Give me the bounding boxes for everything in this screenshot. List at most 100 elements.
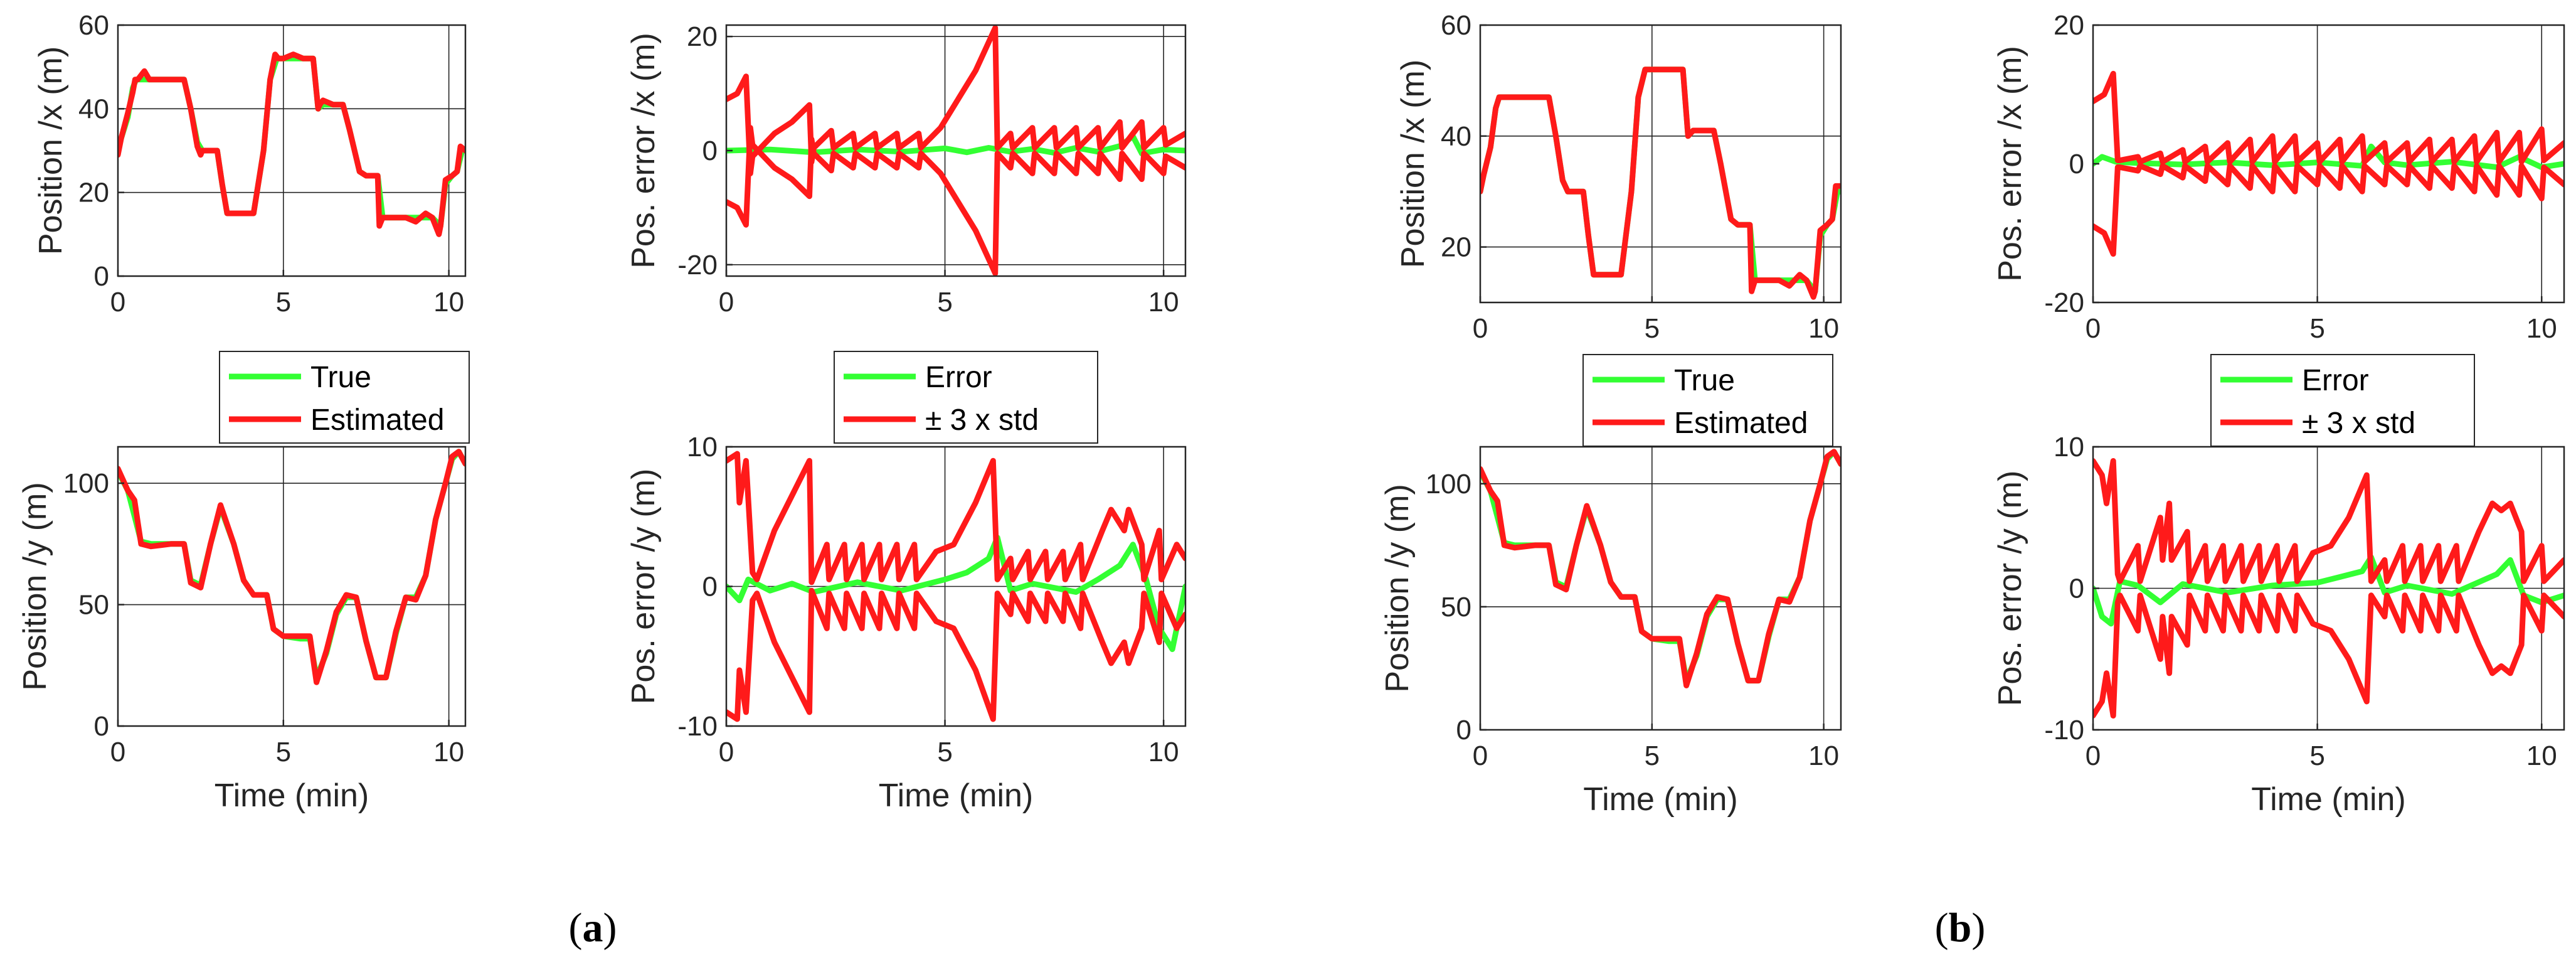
series-line-estimated (1480, 449, 1841, 688)
series-group (2093, 70, 2564, 257)
legend-label: Error (925, 361, 992, 394)
y-tick-label: 0 (94, 261, 109, 292)
legend-label: True (1674, 364, 1735, 397)
legend-label: Estimated (1674, 407, 1808, 440)
caption-a: (a) (569, 905, 617, 951)
y-tick-label: 100 (1426, 469, 1471, 500)
legend-b_right: Error ± 3 x std (2210, 354, 2475, 447)
x-tick-label: 5 (2309, 740, 2324, 771)
x-tick-label: 5 (937, 287, 952, 318)
y-tick-label: 0 (702, 136, 718, 166)
x-tick-label: 5 (937, 737, 952, 767)
caption-b: (b) (1935, 905, 1986, 951)
legend-box (1582, 354, 1833, 447)
x-axis-label: Time (min) (215, 778, 369, 814)
legend-label: ± 3 x std (2302, 407, 2415, 440)
y-tick-label: 60 (1441, 10, 1471, 41)
legend-label: ± 3 x std (925, 404, 1039, 437)
series-line-estimated (118, 449, 465, 685)
y-tick-label: 10 (2054, 432, 2084, 462)
series-group (1480, 67, 1841, 300)
caption-b-letter: b (1949, 905, 1972, 951)
series-line-estimated (1480, 67, 1841, 300)
x-tick-label: 10 (1148, 287, 1179, 318)
x-tick-label: 5 (276, 737, 291, 767)
series-group (118, 51, 465, 237)
series-line--3-x-std (2093, 592, 2564, 719)
y-tick-label: 60 (78, 10, 109, 41)
y-tick-label: 0 (2069, 149, 2084, 179)
y-axis-label: Pos. error /y (m) (1992, 471, 2028, 707)
legend-a_right: Error ± 3 x std (834, 351, 1098, 444)
legend-a_left: True Estimated (219, 351, 470, 444)
plot-b_x: 0 5 10 20 40 60 Position /x (m) (1395, 10, 1842, 344)
legend-box (834, 351, 1098, 444)
y-axis-label: Pos. error /x (m) (625, 33, 662, 269)
y-tick-label: 20 (1441, 232, 1471, 263)
x-tick-label: 10 (1148, 737, 1179, 767)
y-tick-label: 0 (702, 572, 718, 602)
legend-label: Error (2302, 364, 2369, 397)
x-tick-label: 0 (1473, 313, 1488, 344)
y-tick-label: 0 (94, 711, 109, 742)
y-tick-label: 0 (2069, 574, 2084, 604)
plot-frame (1479, 24, 1842, 304)
x-tick-label: 10 (1808, 313, 1839, 344)
y-axis-label: Position /y (m) (1379, 484, 1416, 692)
x-tick-label: 10 (433, 287, 464, 318)
series-line--3-x-std (726, 587, 1185, 722)
y-tick-label: -20 (2044, 287, 2084, 318)
y-tick-label: -10 (677, 711, 718, 742)
series-group (726, 451, 1185, 722)
x-tick-label: 5 (1645, 740, 1660, 771)
x-tick-label: 5 (1645, 313, 1660, 344)
series-line--3-x-std (2093, 70, 2564, 165)
legend-box (2210, 354, 2475, 447)
y-tick-label: 40 (78, 94, 109, 124)
y-tick-label: 20 (687, 21, 718, 52)
x-axis-label: Time (min) (2251, 781, 2406, 818)
x-tick-label: 0 (2086, 313, 2101, 344)
x-tick-label: 10 (1808, 740, 1839, 771)
plot-area (118, 25, 465, 276)
series-group (2093, 458, 2564, 719)
series-line--3-x-std (726, 25, 1185, 176)
x-tick-label: 0 (110, 737, 125, 767)
series-line-error (726, 133, 1185, 156)
series-group (118, 449, 465, 685)
plot-area (1480, 447, 1841, 730)
series-line--3-x-std (2093, 458, 2564, 584)
series-line-estimated (118, 51, 465, 237)
y-tick-label: -20 (677, 250, 718, 281)
series-line--3-x-std (2093, 163, 2564, 257)
y-axis-label: Position /x (m) (33, 46, 69, 255)
x-tick-label: 0 (2086, 740, 2101, 771)
y-axis-label: Pos. error /y (m) (625, 469, 662, 705)
legend-label: True (310, 361, 371, 394)
x-axis-label: Time (min) (879, 778, 1034, 814)
x-tick-label: 0 (719, 287, 734, 318)
x-tick-label: 10 (433, 737, 464, 767)
x-tick-label: 0 (719, 737, 734, 767)
y-tick-label: 40 (1441, 121, 1471, 152)
y-tick-label: 20 (78, 178, 109, 208)
plot-a_x: 0 5 10 0 20 40 60 Position /x (m) (33, 10, 467, 318)
caption-a-letter: a (583, 905, 603, 951)
plot-frame (117, 24, 467, 277)
x-tick-label: 5 (276, 287, 291, 318)
plot-frame (117, 446, 467, 727)
plot-area (118, 447, 465, 726)
y-tick-label: 0 (1456, 715, 1471, 746)
x-tick-label: 0 (1473, 740, 1488, 771)
legend-b_left: True Estimated (1582, 354, 1833, 447)
legend-label: Estimated (310, 404, 444, 437)
y-tick-label: 10 (687, 432, 718, 462)
x-tick-label: 0 (110, 287, 125, 318)
y-tick-label: 20 (2054, 10, 2084, 41)
y-axis-label: Position /x (m) (1395, 60, 1431, 268)
